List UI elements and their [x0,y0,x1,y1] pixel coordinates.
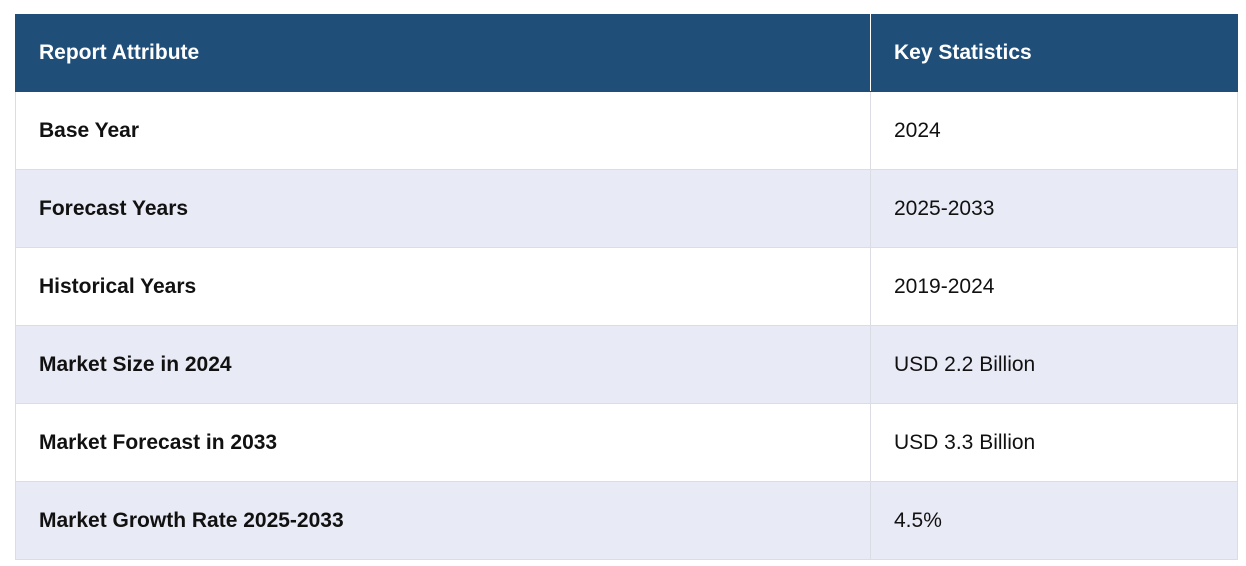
table-row: Market Growth Rate 2025-2033 4.5% [15,481,1238,560]
report-attributes-table: Report Attribute Key Statistics Base Yea… [15,14,1238,560]
report-table-container: Report Attribute Key Statistics Base Yea… [15,14,1238,560]
row-attribute-historical-years: Historical Years [15,247,871,326]
row-value-historical-years: 2019-2024 [870,247,1238,326]
table-header-row: Report Attribute Key Statistics [15,14,1238,92]
header-key-statistics: Key Statistics [870,14,1238,92]
table-row: Market Size in 2024 USD 2.2 Billion [15,325,1238,404]
row-value-forecast-years: 2025-2033 [870,169,1238,248]
row-value-market-forecast: USD 3.3 Billion [870,403,1238,482]
row-value-base-year: 2024 [870,91,1238,170]
row-value-market-size: USD 2.2 Billion [870,325,1238,404]
table-row: Forecast Years 2025-2033 [15,169,1238,248]
row-value-growth-rate: 4.5% [870,481,1238,560]
table-row: Market Forecast in 2033 USD 3.3 Billion [15,403,1238,482]
row-attribute-market-forecast: Market Forecast in 2033 [15,403,871,482]
row-attribute-market-size: Market Size in 2024 [15,325,871,404]
row-attribute-growth-rate: Market Growth Rate 2025-2033 [15,481,871,560]
row-attribute-forecast-years: Forecast Years [15,169,871,248]
table-row: Base Year 2024 [15,91,1238,170]
row-attribute-base-year: Base Year [15,91,871,170]
table-row: Historical Years 2019-2024 [15,247,1238,326]
header-report-attribute: Report Attribute [15,14,871,92]
